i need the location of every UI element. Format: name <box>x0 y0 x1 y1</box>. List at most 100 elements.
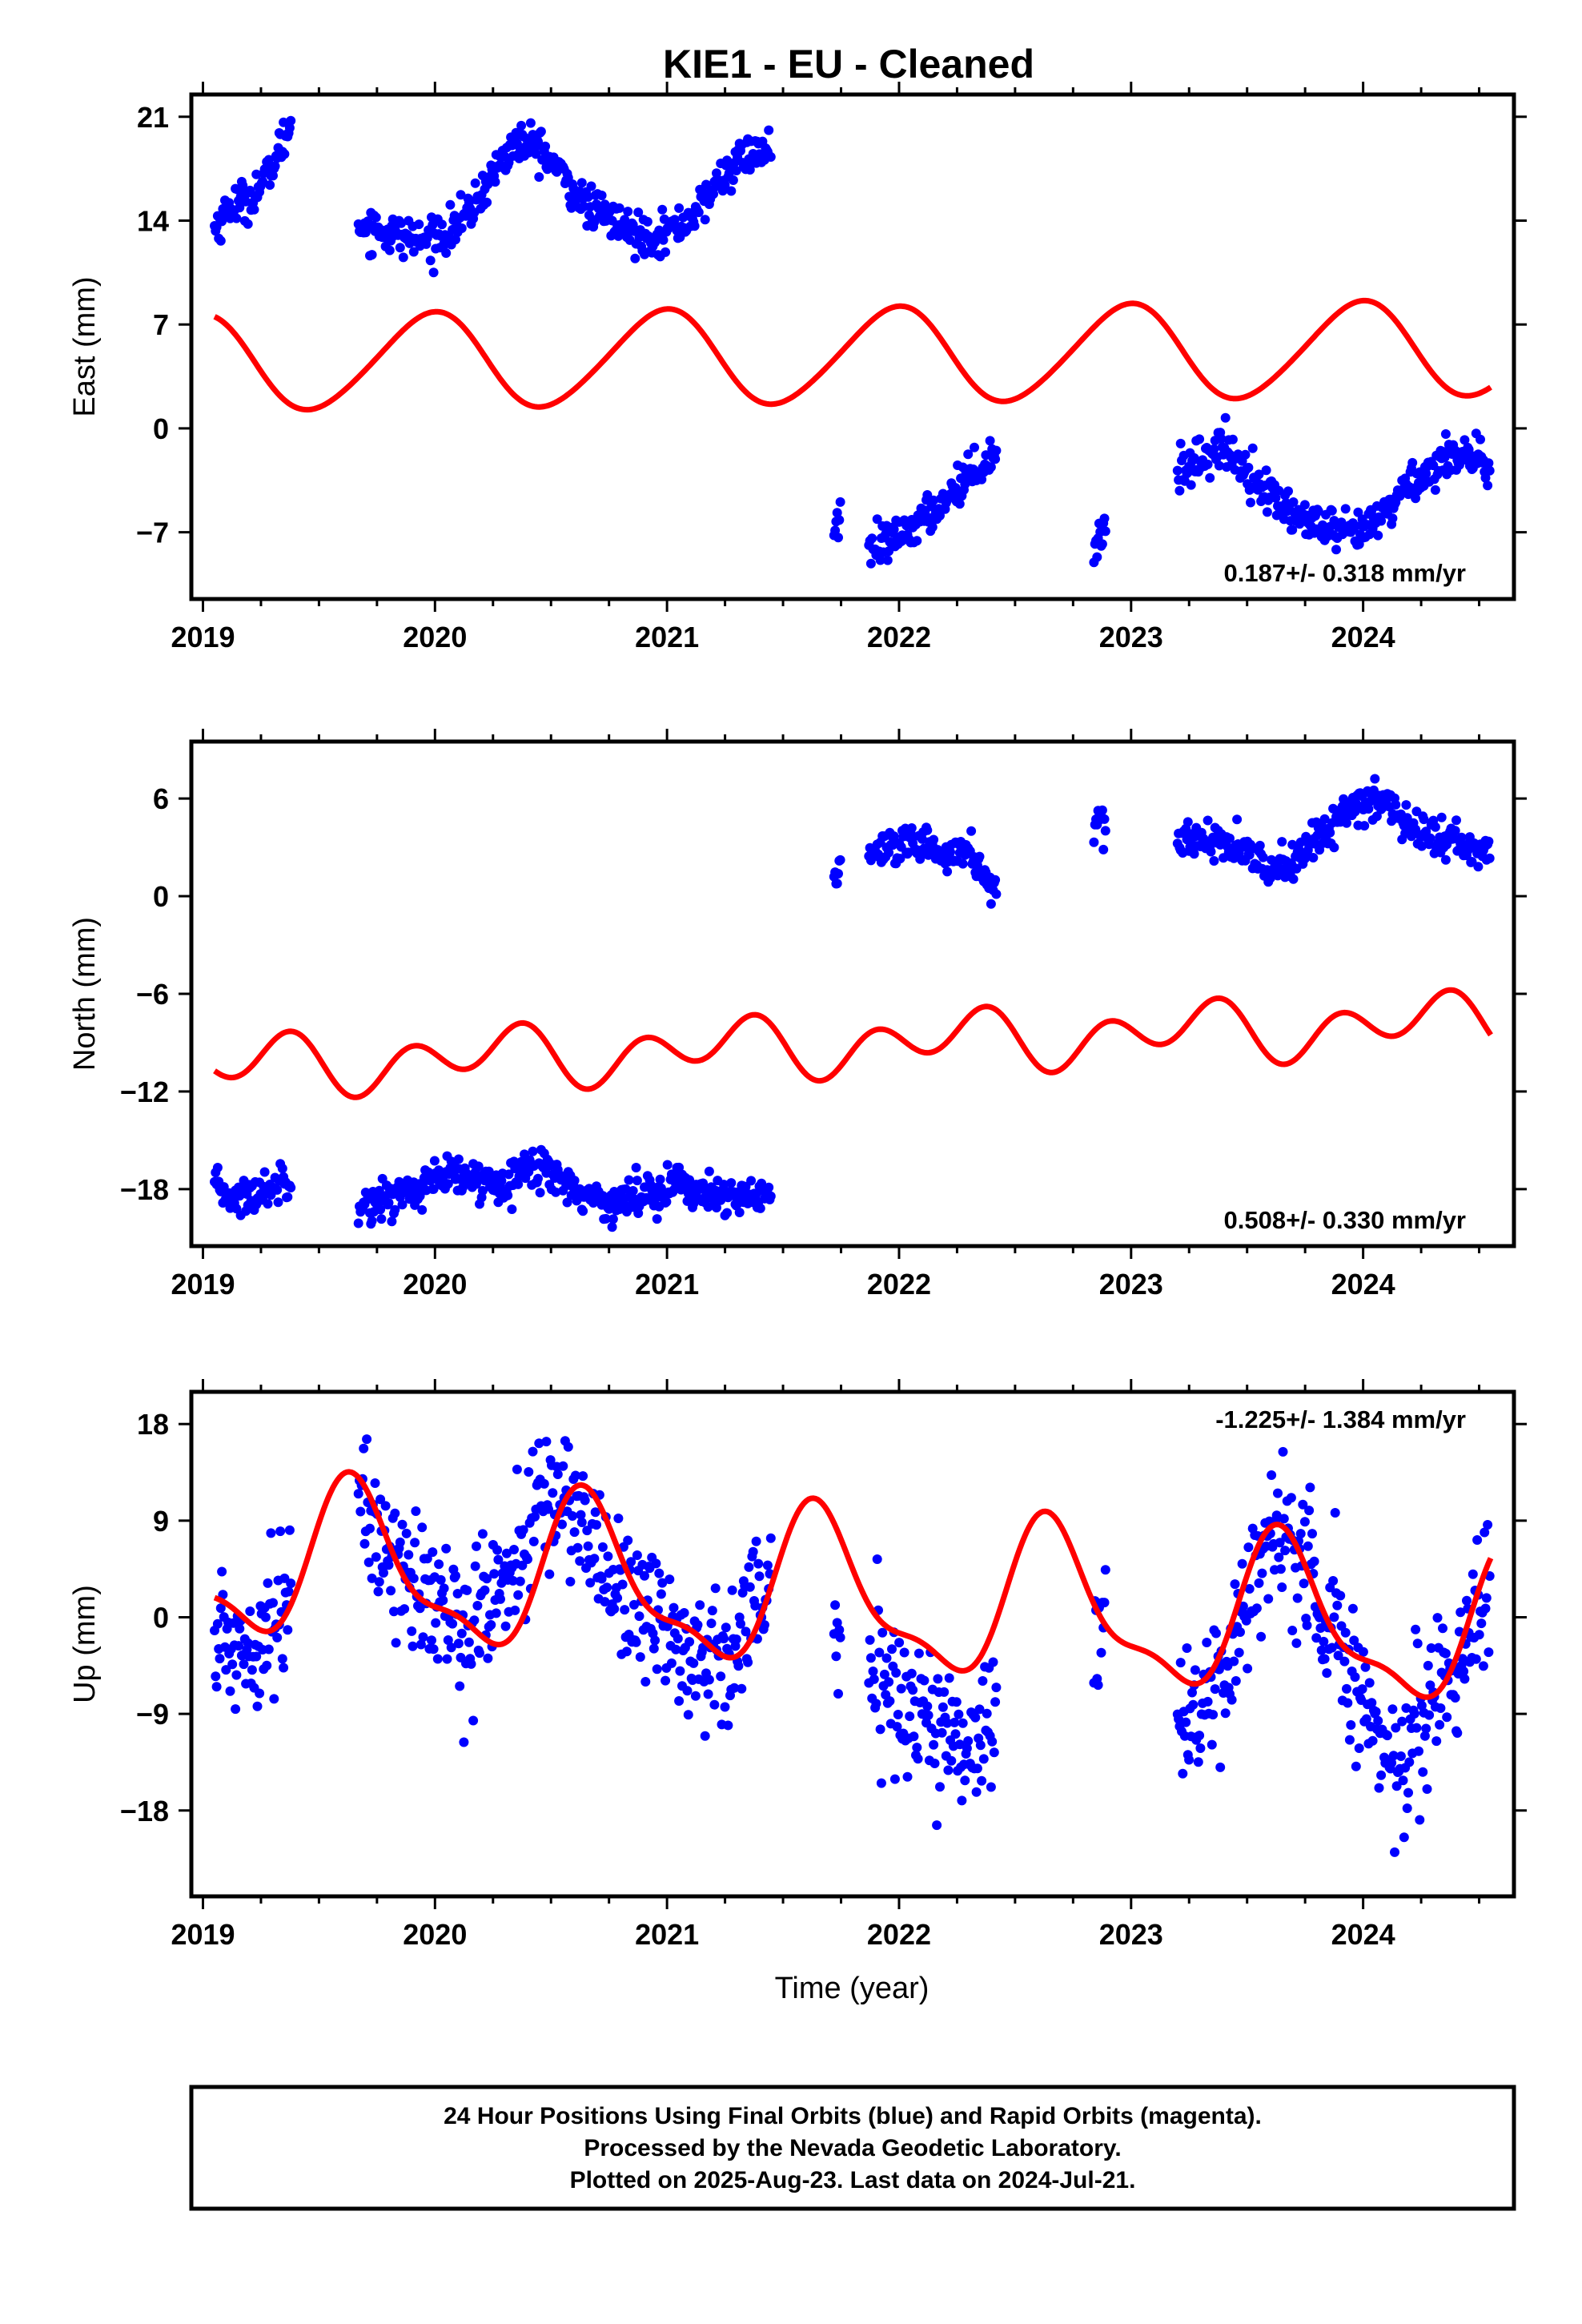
data-point <box>283 1192 293 1202</box>
data-point <box>569 1527 580 1538</box>
data-point <box>1256 1631 1267 1642</box>
data-point <box>612 1593 623 1603</box>
data-point <box>272 1184 283 1195</box>
data-point <box>640 1677 651 1687</box>
data-point <box>657 204 668 215</box>
footer-line-1: 24 Hour Positions Using Final Orbits (bl… <box>444 2103 1262 2129</box>
data-point <box>462 1585 472 1595</box>
y-tick-label: 21 <box>137 101 169 134</box>
footer-box: 24 Hour Positions Using Final Orbits (bl… <box>189 2085 1516 2211</box>
data-point <box>899 1647 909 1658</box>
data-point <box>1342 818 1351 828</box>
data-point <box>978 1754 989 1764</box>
data-point <box>436 1574 446 1585</box>
data-point <box>1202 1638 1212 1647</box>
data-point <box>389 1606 399 1617</box>
data-point <box>374 1185 384 1196</box>
data-point <box>362 1434 372 1445</box>
data-point <box>1354 1743 1364 1753</box>
data-point <box>1457 1654 1468 1664</box>
data-point <box>1409 1708 1419 1719</box>
data-point <box>211 1682 222 1692</box>
data-point <box>1373 530 1383 541</box>
data-point <box>1419 814 1429 825</box>
data-point <box>212 1163 223 1172</box>
data-point <box>557 1519 567 1530</box>
data-point <box>231 213 242 223</box>
data-point <box>456 223 467 233</box>
data-point <box>875 1724 885 1735</box>
data-point <box>977 1775 987 1786</box>
data-point <box>365 1523 375 1534</box>
data-point <box>376 1214 387 1224</box>
data-point <box>398 252 408 263</box>
data-point <box>583 1541 593 1551</box>
data-point <box>966 826 977 836</box>
data-point <box>602 1582 612 1593</box>
data-point <box>912 1743 922 1753</box>
data-point <box>603 1551 613 1562</box>
data-point <box>1476 434 1485 444</box>
data-point <box>887 1644 897 1655</box>
data-point <box>1263 1594 1274 1604</box>
plot-frame <box>189 1389 1516 1899</box>
data-point <box>1440 1648 1451 1659</box>
data-point <box>428 1547 438 1558</box>
data-point <box>728 175 738 185</box>
data-point <box>746 1176 757 1186</box>
data-point <box>1339 1656 1350 1667</box>
data-point <box>513 1179 524 1189</box>
data-point <box>745 1582 755 1592</box>
data-point <box>1397 1716 1407 1727</box>
data-point <box>534 1438 544 1449</box>
data-point <box>1099 814 1110 824</box>
data-point <box>877 1627 888 1638</box>
data-point <box>1438 1623 1447 1634</box>
data-point <box>400 1604 410 1614</box>
data-point <box>536 127 546 137</box>
data-point <box>700 1731 710 1741</box>
data-point <box>1216 434 1227 444</box>
data-point <box>642 216 652 227</box>
data-point <box>630 253 640 263</box>
data-point <box>1357 1684 1367 1695</box>
data-point <box>733 1661 744 1671</box>
data-point <box>1424 1710 1435 1720</box>
data-points <box>210 774 1495 1232</box>
data-point <box>1419 1731 1430 1741</box>
data-point <box>1359 821 1370 831</box>
data-point <box>695 1600 705 1610</box>
data-point <box>1181 1717 1191 1727</box>
data-point <box>217 1566 227 1577</box>
data-point <box>933 1674 943 1684</box>
rate-annotation: 0.187+/- 0.318 mm/yr <box>1224 559 1466 587</box>
y-axis: −18 −9 0 9 18 <box>120 1408 1527 1827</box>
data-point <box>1411 493 1421 504</box>
data-point <box>1237 1558 1247 1569</box>
data-point <box>353 1218 363 1228</box>
data-point <box>509 1545 519 1554</box>
data-point <box>912 536 922 546</box>
data-points <box>210 115 1495 569</box>
data-point <box>286 1578 296 1589</box>
data-point <box>755 1203 765 1213</box>
data-point <box>1227 434 1238 444</box>
data-point <box>703 1202 713 1212</box>
data-point <box>620 1184 631 1194</box>
data-point <box>1203 459 1213 469</box>
data-point <box>566 203 576 213</box>
data-point <box>255 1688 265 1699</box>
data-point <box>1309 1556 1319 1566</box>
data-point <box>935 510 945 521</box>
data-point <box>590 1507 600 1518</box>
data-point <box>669 1602 679 1613</box>
data-point <box>272 1632 283 1642</box>
data-point <box>1390 1847 1399 1857</box>
data-point <box>613 1514 624 1523</box>
footer-frame <box>189 2085 1516 2211</box>
data-point <box>258 176 267 187</box>
data-point <box>1243 1542 1254 1553</box>
data-point <box>765 1191 776 1201</box>
data-point <box>496 1176 507 1186</box>
x-tick-label: 2024 <box>1331 1268 1395 1301</box>
